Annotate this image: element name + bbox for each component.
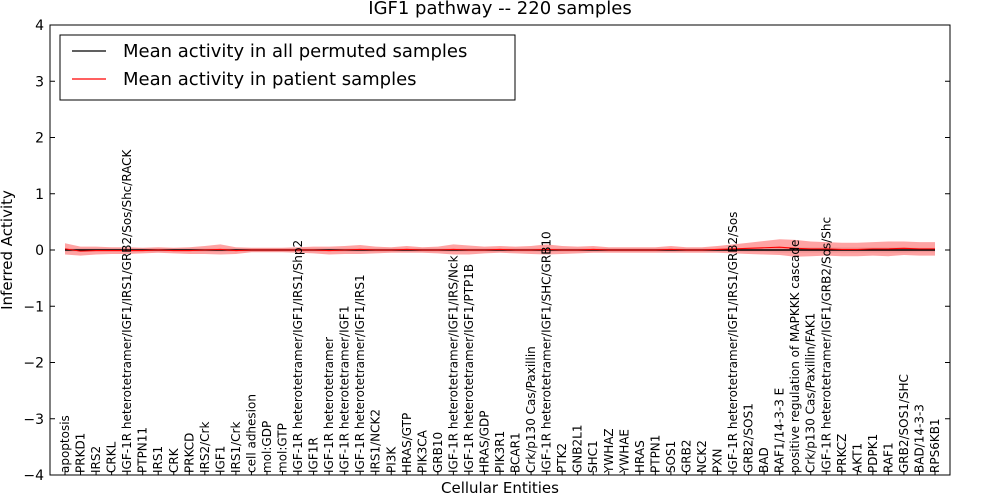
- x-tick-label: BAD: [757, 447, 771, 473]
- x-tick-label: SOS1: [664, 441, 678, 473]
- x-tick-label: IGF-1R heterotetramer/IGF1/GRB2/Sos/Shc: [819, 217, 833, 473]
- x-tick-label: IGF-1R heterotetramer/IGF1/IRS1: [353, 274, 367, 473]
- y-tick-label: 2: [35, 131, 44, 147]
- y-tick-label: −3: [23, 412, 44, 428]
- y-tick-label: 1: [35, 187, 44, 203]
- x-tick-label: IGF-1R heterotetramer/IGF1/IRS/Nck: [446, 255, 460, 473]
- x-tick-label: IRS1/Crk: [229, 422, 243, 473]
- y-tick-label: −1: [23, 299, 44, 315]
- y-axis: 4 3 2 1 0 −1 −2 −3 −4: [23, 18, 950, 484]
- x-tick-label: YWHAZ: [602, 428, 616, 474]
- x-tick-label: SHC1: [586, 440, 600, 473]
- x-tick-label: GRB2: [679, 439, 693, 473]
- x-tick-label: YWHAE: [617, 429, 631, 474]
- x-tick-label: GRB2/SOS1/SHC: [897, 374, 911, 473]
- x-tick-label: PTPN1: [648, 435, 662, 473]
- x-tick-label: IRS1: [151, 446, 165, 473]
- legend-label-patient: Mean activity in patient samples: [123, 69, 417, 90]
- x-tick-label: PTPN11: [136, 427, 150, 473]
- x-tick-label: PDPK1: [866, 434, 880, 473]
- y-tick-label: 0: [35, 243, 44, 259]
- y-tick-label: 3: [35, 74, 44, 90]
- x-tick-label: PI3K: [384, 446, 398, 473]
- line-patient: [64, 246, 935, 252]
- x-tick-label: mol:GDP: [260, 421, 274, 473]
- x-tick-label: IRS2/Crk: [198, 422, 212, 473]
- x-tick-label: HRAS/GDP: [477, 410, 491, 473]
- x-tick-label: cell adhesion: [244, 394, 258, 473]
- x-tick-label: IRS1/NCK2: [369, 409, 383, 473]
- y-tick-label: −4: [23, 468, 44, 484]
- x-tick-label: Crk/p130 Cas/Paxillin: [524, 346, 538, 473]
- legend: Mean activity in all permuted samples Me…: [59, 34, 516, 101]
- x-tick-label: GRB10: [431, 432, 445, 473]
- confidence-bands: [65, 239, 935, 257]
- series-lines: [64, 246, 935, 252]
- x-tick-label: CRK: [167, 447, 181, 473]
- x-tick-label: GRB2/SOS1: [742, 403, 756, 473]
- x-tick-label: PTK2: [555, 443, 569, 473]
- x-tick-label: PRKCZ: [835, 434, 849, 473]
- y-tick-label: 4: [35, 18, 44, 34]
- x-tick-label: GNB2L1: [571, 425, 585, 473]
- x-tick-label: IGF-1R heterotetramer/IGF1/IRS1/GRB2/Sos: [726, 212, 740, 473]
- x-tick-label: Crk/p130 Cas/Paxillin/FAK1: [804, 313, 818, 473]
- x-tick-label: CRKL: [105, 441, 119, 473]
- x-tick-label: IGF-1R heterotetramer/IGF1/IRS1/GRB2/Sos…: [120, 148, 134, 473]
- legend-label-permuted: Mean activity in all permuted samples: [123, 41, 467, 62]
- x-tick-label: IGF-1R heterotetramer/IGF1/SHC/GRB10: [540, 231, 554, 473]
- x-tick-label: HRAS/GTP: [400, 413, 414, 473]
- x-tick-label: IGF-1R heterotetramer/IGF1/PTP1B: [462, 264, 476, 473]
- x-tick-label: IGF1R: [307, 437, 321, 473]
- band-patient: [65, 239, 935, 257]
- x-tick-label: PIK3R1: [493, 431, 507, 473]
- x-tick-label: AKT1: [850, 443, 864, 473]
- x-tick-label: BCAR1: [509, 432, 523, 473]
- x-tick-label: IGF-1R heterotetramer/IGF1/IRS1/Shp2: [291, 240, 305, 473]
- x-axis-label: Cellular Entities: [441, 479, 559, 497]
- x-tick-label: positive regulation of MAPKKK cascade: [788, 240, 802, 473]
- y-axis-label: Inferred Activity: [0, 190, 16, 310]
- x-tick-label: PRKCD: [182, 433, 196, 473]
- x-tick-label: IGF-1R heterotetramer/IGF1: [338, 306, 352, 473]
- x-tick-label: IRS2: [89, 446, 103, 473]
- x-axis: apoptosis PRKD1 IRS2 CRKL IGF-1R heterotetra…: [58, 148, 942, 475]
- x-tick-label: RAF1/14-3-3 E: [773, 388, 787, 473]
- y-tick-label: −2: [23, 356, 44, 372]
- x-tick-label: IGF-1R heterotetramer: [322, 337, 336, 473]
- x-tick-label: BAD/14-3-3: [912, 404, 926, 473]
- x-tick-label: mol:GTP: [276, 423, 290, 473]
- x-tick-label: HRAS: [633, 440, 647, 473]
- x-tick-label: PIK3CA: [415, 429, 429, 473]
- x-tick-label: PRKD1: [74, 433, 88, 473]
- x-tick-label: IGF1: [213, 446, 227, 473]
- legend-box: [59, 34, 516, 101]
- x-tick-label: RPS6KB1: [928, 418, 942, 473]
- x-tick-label: RAF1: [881, 442, 895, 473]
- x-tick-label: NCK2: [695, 440, 709, 473]
- x-tick-label: PXN: [711, 449, 725, 473]
- chart-title: IGF1 pathway -- 220 samples: [368, 0, 631, 19]
- x-tick-label: apoptosis: [58, 415, 72, 473]
